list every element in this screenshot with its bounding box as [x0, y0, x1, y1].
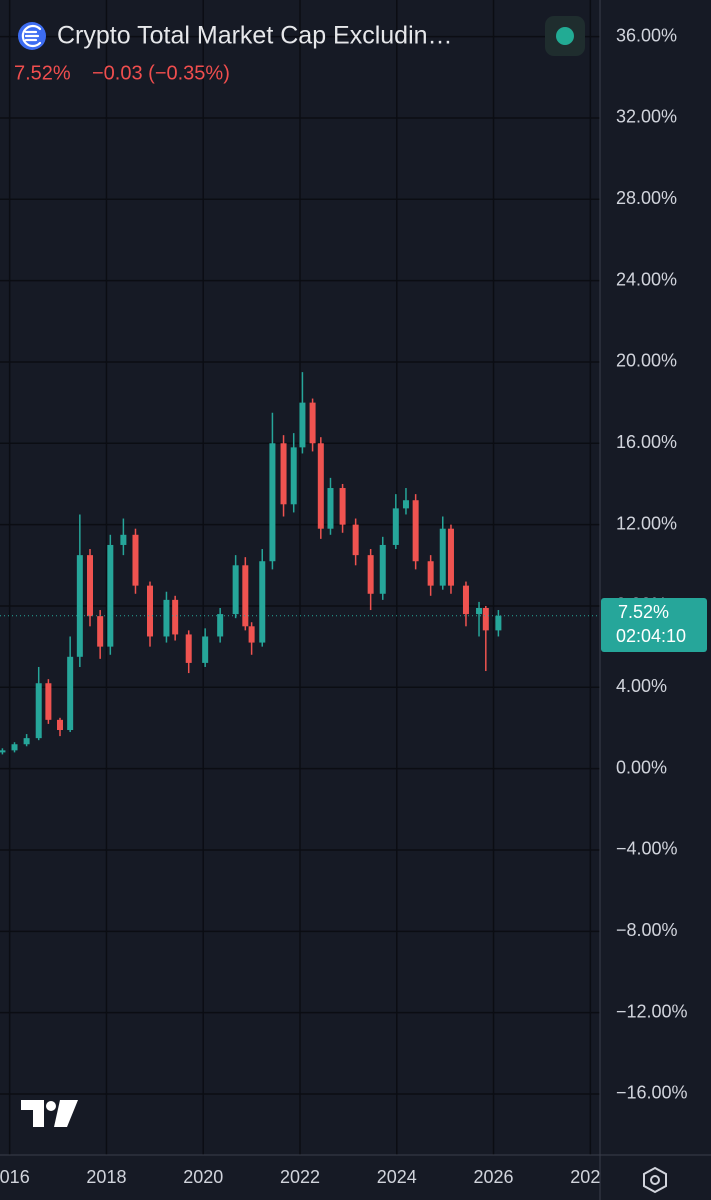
y-tick-label: 32.00% — [616, 107, 677, 127]
x-axis: 2016 2018 2020 2022 2024 2026 2028 — [0, 1167, 610, 1187]
y-tick-label: 4.00% — [616, 676, 667, 696]
y-tick-label: 28.00% — [616, 188, 677, 208]
candle-body — [147, 585, 153, 637]
candle-body — [379, 544, 386, 594]
candle-body — [317, 443, 324, 529]
candle-body — [339, 488, 346, 525]
y-tick-label: 0.00% — [616, 757, 667, 777]
candle-body — [242, 565, 249, 627]
y-tick-label: −8.00% — [616, 920, 678, 940]
x-tick-label: 2020 — [183, 1167, 223, 1187]
y-tick-label: 12.00% — [616, 513, 677, 533]
status-dot — [556, 27, 574, 45]
y-tick-label: −12.00% — [616, 1001, 688, 1021]
price-tag-countdown: 02:04:10 — [616, 626, 686, 646]
grid — [0, 0, 600, 1155]
y-tick-label: −4.00% — [616, 839, 678, 859]
price-tag — [601, 598, 707, 652]
candle-body — [439, 528, 446, 586]
candle-body — [290, 447, 297, 505]
candle-body — [299, 402, 306, 448]
candle-body — [327, 488, 334, 529]
x-tick-label: 2016 — [0, 1167, 30, 1187]
x-tick-label: 2028 — [570, 1167, 610, 1187]
candle-body — [280, 443, 287, 505]
candle-body — [495, 615, 502, 631]
x-tick-label: 2026 — [474, 1167, 514, 1187]
candle-body — [402, 500, 409, 509]
candle-body — [392, 508, 399, 545]
candle-body — [185, 634, 192, 663]
candle-body — [132, 534, 139, 586]
y-tick-label: 20.00% — [616, 351, 677, 371]
last-price: 7.52% — [14, 62, 71, 84]
candle-body — [476, 608, 483, 615]
candle-body — [23, 738, 30, 745]
candle-body — [35, 683, 42, 739]
candle-body — [232, 565, 239, 615]
candle-body — [172, 599, 179, 635]
price-change: −0.03 (−0.35%) — [92, 62, 230, 84]
candle-body — [67, 656, 74, 731]
candle-body — [11, 744, 18, 751]
y-tick-label: −16.00% — [616, 1083, 688, 1103]
candle-body — [202, 636, 209, 663]
candle-body — [45, 683, 52, 720]
candle-body — [120, 534, 127, 545]
candle-body — [259, 561, 266, 643]
candle-body — [427, 561, 434, 586]
candle-body — [412, 500, 419, 562]
candle-body — [217, 614, 224, 637]
candle-body — [163, 599, 170, 637]
candle-body — [462, 585, 469, 615]
y-tick-label: 24.00% — [616, 269, 677, 289]
candle-body — [87, 555, 93, 617]
x-tick-label: 2024 — [377, 1167, 417, 1187]
candle-body — [0, 750, 6, 753]
plot-area — [0, 372, 600, 755]
candle-body — [97, 616, 104, 647]
brand-logo — [21, 1100, 78, 1127]
x-tick-label: 2022 — [280, 1167, 320, 1187]
y-tick-label: 16.00% — [616, 432, 677, 452]
candle-body — [482, 608, 489, 631]
candle-body — [352, 524, 359, 556]
chart-title: Crypto Total Market Cap Excludin… — [57, 22, 453, 50]
candle-body — [57, 719, 63, 731]
candle-body — [447, 528, 454, 586]
price-tag-value: 7.52% — [618, 602, 669, 622]
candle-body — [107, 544, 114, 647]
candle-body — [269, 443, 276, 562]
candle-body — [367, 555, 374, 594]
symbol-icon-glyph — [21, 24, 42, 48]
settings-button[interactable] — [643, 1166, 667, 1194]
y-tick-label: 36.00% — [616, 25, 677, 45]
x-tick-label: 2018 — [86, 1167, 126, 1187]
candle-body — [76, 555, 83, 657]
candle-body — [309, 402, 316, 444]
candle-body — [248, 626, 255, 643]
